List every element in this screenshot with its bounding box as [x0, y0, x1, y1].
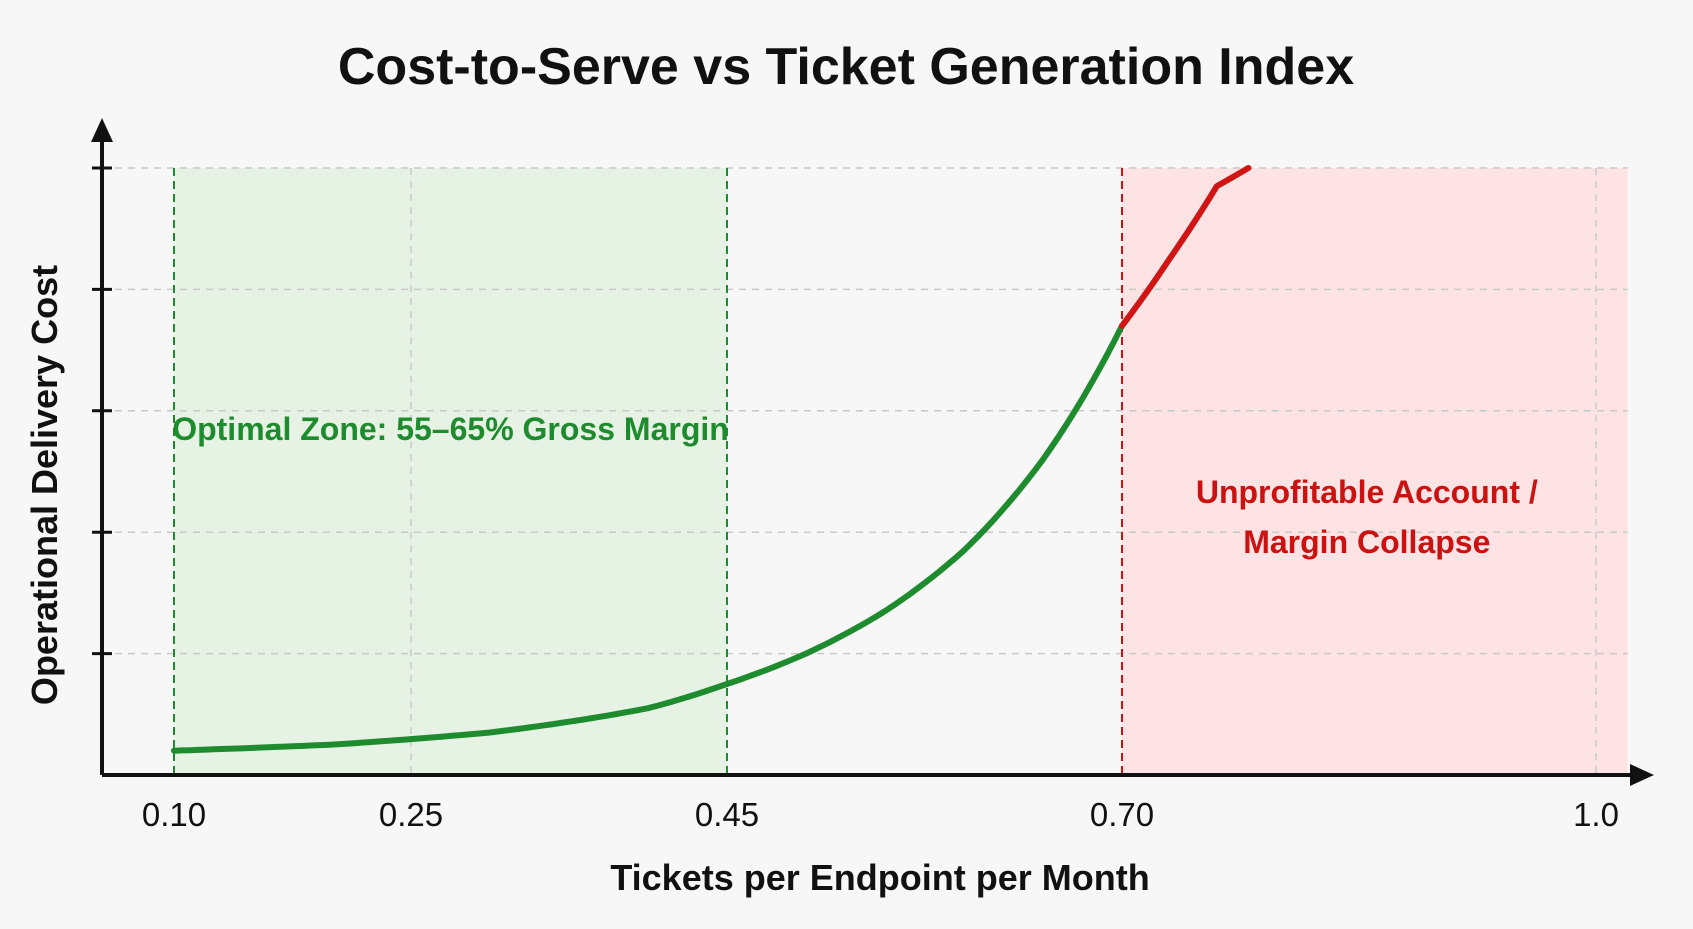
x-tick-label: 1.0	[1573, 796, 1619, 833]
x-tick-label: 0.45	[695, 796, 759, 833]
x-axis-arrow	[1630, 764, 1654, 786]
y-axis-label: Operational Delivery Cost	[24, 265, 65, 705]
optimal-zone-label: Optimal Zone: 55–65% Gross Margin	[172, 411, 729, 447]
region-borders-layer	[173, 168, 1123, 775]
x-tick-label: 0.70	[1090, 796, 1154, 833]
x-tick-label: 0.25	[379, 796, 443, 833]
labels-layer: 0.10 0.25 0.45 0.70 1.0 Optimal Zone: 55–65% …	[142, 411, 1619, 833]
x-axis-label: Tickets per Endpoint per Month	[610, 857, 1149, 898]
curve-profitable-segment	[171, 322, 1125, 754]
region-fill-0	[174, 168, 727, 775]
x-tick-label: 0.10	[142, 796, 206, 833]
chart-title: Cost-to-Serve vs Ticket Generation Index	[338, 38, 1354, 96]
ticks-layer	[92, 166, 112, 656]
regions-layer	[174, 168, 1628, 775]
y-axis-arrow	[91, 118, 113, 142]
region-fill-1	[1122, 168, 1628, 775]
unprofitable-zone-label-line: Unprofitable Account /	[1196, 474, 1538, 510]
unprofitable-zone-label-line: Margin Collapse	[1243, 524, 1490, 560]
curve-unprofitable-segment	[1119, 165, 1252, 329]
series-layer	[171, 165, 1252, 754]
